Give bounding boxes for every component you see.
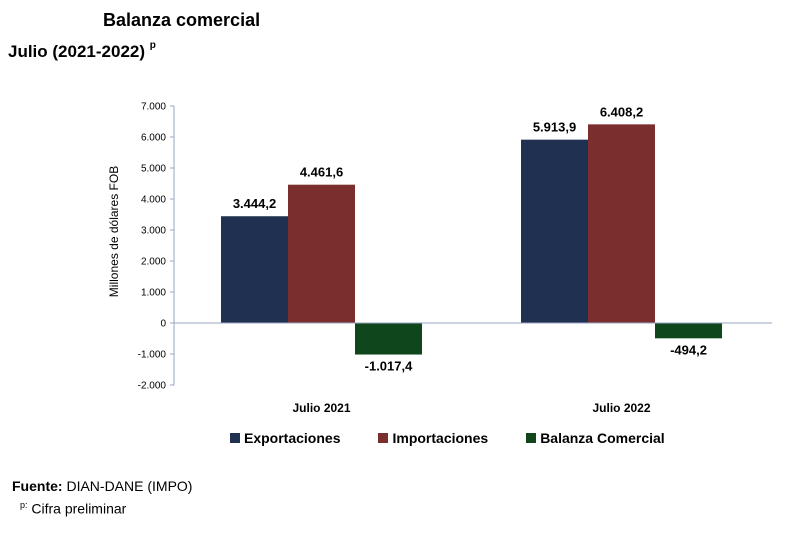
x-category-label: Julio 2021 <box>292 401 350 415</box>
bar-importaciones <box>588 124 655 324</box>
data-label-importaciones: 4.461,6 <box>300 165 343 180</box>
bar-exportaciones <box>521 139 588 323</box>
data-label-exportaciones: 3.444,2 <box>233 196 276 211</box>
y-tick-label: 0 <box>160 319 166 330</box>
legend-label-importaciones: Importaciones <box>392 430 489 446</box>
data-label-exportaciones: 5.913,9 <box>533 120 576 135</box>
legend-swatch-balanza <box>526 433 537 443</box>
legend-label-exportaciones: Exportaciones <box>244 430 341 446</box>
legend-item-importaciones: Importaciones <box>378 430 488 446</box>
bar-importaciones <box>288 184 355 323</box>
y-tick-label: 1.000 <box>141 288 166 299</box>
x-category-label: Julio 2022 <box>592 401 650 415</box>
y-tick-label: -1.000 <box>138 350 167 361</box>
y-tick-label: 5.000 <box>141 164 166 175</box>
bar-balanza-comercial <box>655 323 722 339</box>
chart-subtitle: Julio (2021-2022) p <box>8 40 156 62</box>
data-label-balanza-comercial: -494,2 <box>670 342 707 357</box>
legend-swatch-exportaciones <box>230 433 240 443</box>
y-tick-label: 2.000 <box>141 257 166 268</box>
chart-title: Balanza comercial <box>103 10 261 30</box>
y-tick-label: -2.000 <box>138 381 167 392</box>
preliminary-note: p: Cifra preliminar <box>20 500 126 517</box>
source-value: DIAN-DANE (IMPO) <box>62 478 193 494</box>
y-tick-label: 4.000 <box>141 195 166 206</box>
note-text: Cifra preliminar <box>27 500 127 517</box>
legend-item-exportaciones: Exportaciones <box>230 430 340 446</box>
preliminary-marker: p <box>149 40 156 52</box>
legend-item-balanza: Balanza Comercial <box>526 430 665 446</box>
bar-exportaciones <box>221 216 288 323</box>
data-label-importaciones: 6.408,2 <box>600 104 643 119</box>
bar-balanza-comercial <box>355 323 422 355</box>
bar-chart: 7.000 6.000 5.000 4.000 3.000 2.000 1.000 0 -1.0… <box>107 102 772 415</box>
legend: Exportaciones Importaciones Balanza Come… <box>230 430 665 446</box>
subtitle-text: Julio (2021-2022) <box>8 42 146 61</box>
y-tick-label: 6.000 <box>141 133 166 144</box>
legend-label-balanza: Balanza Comercial <box>540 430 665 446</box>
legend-swatch-importaciones <box>378 433 389 443</box>
y-tick-label: 3.000 <box>141 226 166 237</box>
note-marker: p: <box>20 500 28 510</box>
data-label-balanza-comercial: -1.017,4 <box>365 359 413 374</box>
y-axis-title: Millones de dólares FOB <box>107 166 121 297</box>
y-tick-label: 7.000 <box>141 102 166 113</box>
source-label: Fuente: <box>12 478 63 494</box>
source-line: Fuente: DIAN-DANE (IMPO) <box>12 478 192 494</box>
